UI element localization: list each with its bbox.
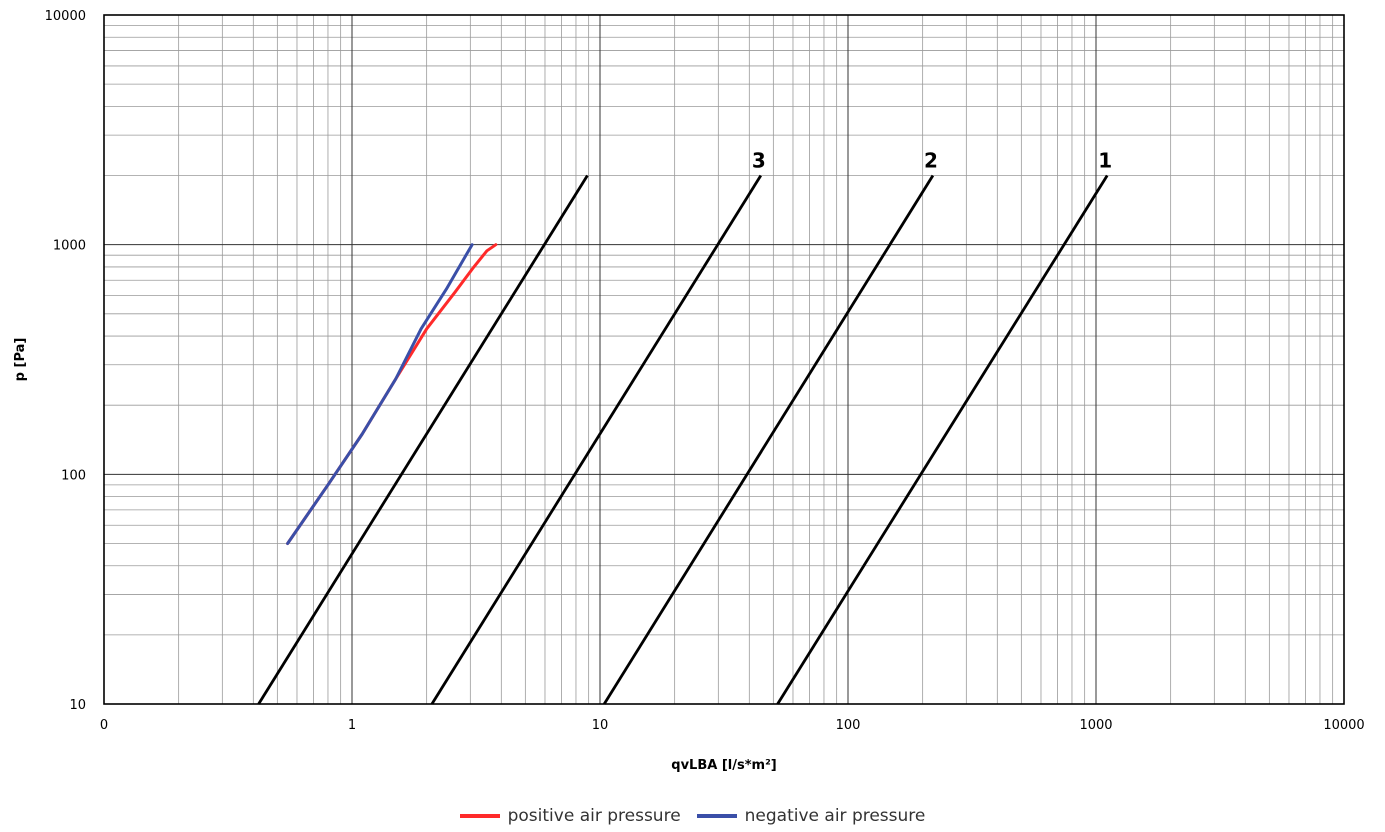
minor-gridlines — [104, 15, 1344, 704]
legend-item-negative: negative air pressure — [696, 806, 926, 826]
class-line — [257, 174, 589, 705]
class-line-label: 2 — [924, 149, 938, 173]
negative-pressure-line — [286, 243, 474, 545]
y-tick-label: 1000 — [53, 239, 86, 254]
y-tick-label: 100 — [61, 468, 86, 483]
major-gridlines — [104, 15, 1344, 704]
series-lines — [286, 243, 498, 545]
legend-item-positive: positive air pressure — [459, 806, 681, 826]
y-tick-labels: 10 100 1000 10000 — [45, 9, 86, 713]
x-tick-label: 10 — [592, 718, 609, 733]
legend-swatch-negative — [696, 814, 737, 818]
legend: positive air pressure negative air press… — [0, 802, 1385, 830]
class-line-label: 3 — [752, 149, 766, 173]
y-tick-label: 10 — [69, 698, 86, 713]
x-tick-label: 10000 — [1323, 718, 1364, 733]
x-tick-label: 100 — [836, 718, 861, 733]
legend-label-positive: positive air pressure — [507, 806, 681, 826]
class-lines: 3 2 1 — [257, 149, 1112, 705]
class-line-label: 1 — [1098, 149, 1112, 173]
legend-label-negative: negative air pressure — [744, 806, 926, 826]
class-line — [603, 174, 935, 705]
x-axis-title: qvLBA [l/s*m²] — [671, 758, 776, 773]
legend-swatch-positive — [459, 814, 500, 818]
y-tick-label: 10000 — [45, 9, 86, 24]
class-line — [430, 174, 762, 705]
x-tick-label: 1000 — [1079, 718, 1112, 733]
x-tick-label: 1 — [348, 718, 356, 733]
pressure-flow-chart: 0 1 10 100 1000 10000 10 100 1000 10000 3 2 1 qvLB… — [13, 9, 1365, 773]
plot-frame — [103, 14, 1345, 705]
x-tick-label: 0 — [100, 718, 108, 733]
y-axis-title: p [Pa] — [13, 338, 28, 382]
class-line — [776, 174, 1109, 705]
x-tick-labels: 0 1 10 100 1000 10000 — [100, 718, 1365, 733]
